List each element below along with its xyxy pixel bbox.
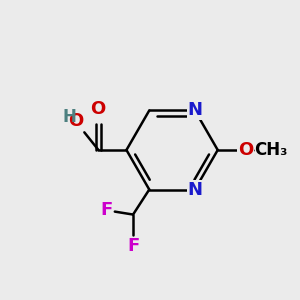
Text: N: N [188,181,202,199]
Text: H: H [62,108,76,126]
Text: N: N [188,101,202,119]
Text: O: O [238,141,253,159]
Text: CH₃: CH₃ [254,141,288,159]
Text: F: F [101,201,113,219]
Text: O: O [90,100,106,118]
Text: F: F [127,237,139,255]
Text: O: O [68,112,83,130]
